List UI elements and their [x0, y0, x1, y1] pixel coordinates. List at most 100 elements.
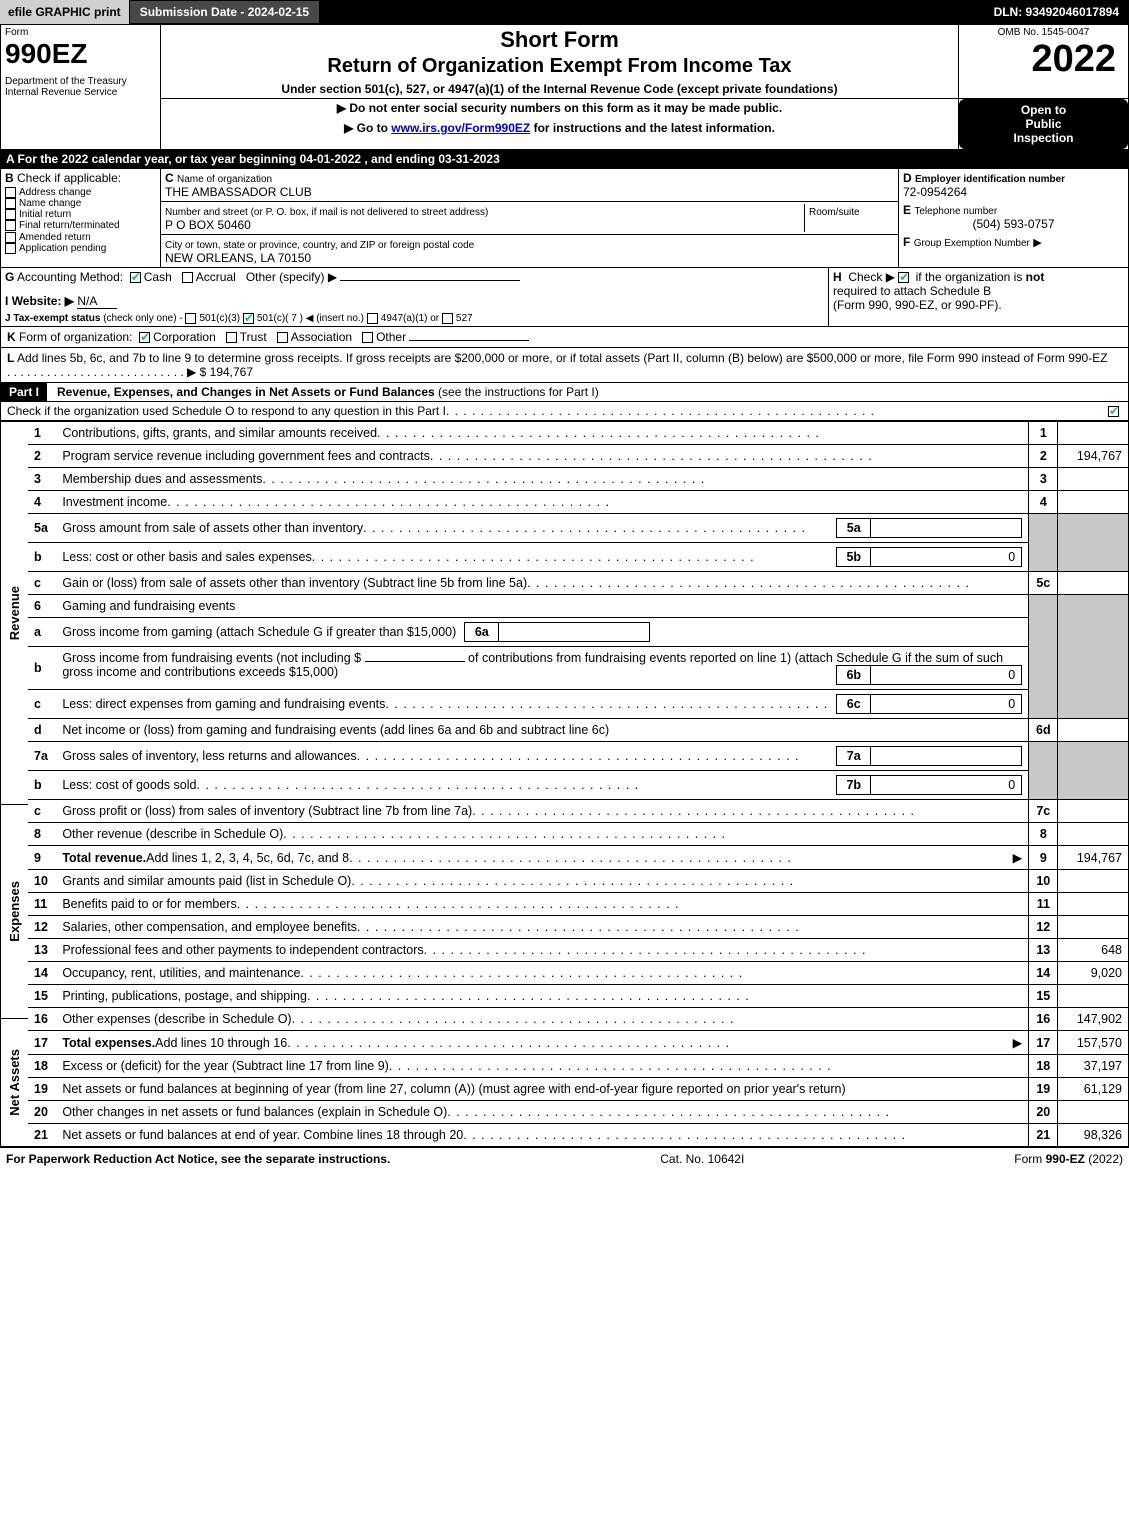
line-1: 1 Contributions, gifts, grants, and simi… — [28, 422, 1129, 445]
line-9: 9 Total revenue. Add lines 1, 2, 3, 4, 5… — [28, 846, 1129, 870]
form-id-cell: Form 990EZ Department of the Treasury In… — [1, 25, 161, 150]
note-ssn: ▶ Do not enter social security numbers o… — [165, 101, 954, 115]
inspection-badge: Open to Public Inspection — [959, 99, 1128, 149]
ein-value: 72-0954264 — [903, 185, 1124, 199]
line-5b: b Less: cost or other basis and sales ex… — [28, 543, 1129, 572]
section-a: A For the 2022 calendar year, or tax yea… — [0, 150, 1129, 168]
section-l: L Add lines 5b, 6c, and 7b to line 9 to … — [0, 348, 1129, 383]
lines-table: 1 Contributions, gifts, grants, and simi… — [28, 421, 1129, 1147]
line-18: 18Excess or (deficit) for the year (Subt… — [28, 1055, 1129, 1078]
tax-year: 2022 — [963, 38, 1124, 81]
section-c-name: C Name of organization THE AMBASSADOR CL… — [161, 169, 899, 202]
footer-right: Form 990-EZ (2022) — [1014, 1152, 1123, 1166]
title-cell: Short Form Return of Organization Exempt… — [161, 25, 959, 99]
entity-info-table: B Check if applicable: Address change Na… — [0, 168, 1129, 268]
line-20: 20Other changes in net assets or fund ba… — [28, 1101, 1129, 1124]
line-17: 17Total expenses. Add lines 10 through 1… — [28, 1031, 1129, 1055]
omb-cell: OMB No. 1545-0047 2022 — [959, 25, 1129, 99]
side-revenue: Revenue — [7, 586, 22, 640]
checkbox-application-pending[interactable] — [5, 243, 16, 254]
line-6b: b Gross income from fundraising events (… — [28, 647, 1129, 690]
checkbox-trust[interactable] — [226, 332, 237, 343]
notes-cell: ▶ Do not enter social security numbers o… — [161, 99, 959, 150]
checkbox-final-return[interactable] — [5, 220, 16, 231]
section-c-city: City or town, state or province, country… — [161, 235, 899, 268]
footer-left: For Paperwork Reduction Act Notice, see … — [6, 1152, 390, 1166]
line-7b: b Less: cost of goods sold 7b0 — [28, 771, 1129, 800]
checkbox-schedule-o-used[interactable] — [1108, 406, 1119, 417]
line-5a: 5a Gross amount from sale of assets othe… — [28, 514, 1129, 543]
line-3: 3 Membership dues and assessments 3 — [28, 468, 1129, 491]
part1-check-line: Check if the organization used Schedule … — [0, 402, 1129, 421]
org-city: NEW ORLEANS, LA 70150 — [165, 251, 311, 265]
part1-header: Part I Revenue, Expenses, and Changes in… — [0, 383, 1129, 402]
line-19: 19Net assets or fund balances at beginni… — [28, 1078, 1129, 1101]
line-6: 6 Gaming and fundraising events — [28, 595, 1129, 618]
checkbox-name-change[interactable] — [5, 198, 16, 209]
line-21: 21Net assets or fund balances at end of … — [28, 1124, 1129, 1147]
line-12: 12Salaries, other compensation, and empl… — [28, 916, 1129, 939]
section-c-address: Number and street (or P. O. box, if mail… — [161, 202, 899, 235]
line-6c: c Less: direct expenses from gaming and … — [28, 690, 1129, 719]
checkbox-corporation[interactable] — [139, 332, 150, 343]
irs-label: Internal Revenue Service — [5, 87, 156, 98]
dept-label: Department of the Treasury — [5, 76, 156, 87]
side-netassets: Net Assets — [7, 1049, 22, 1116]
line-5c: c Gain or (loss) from sale of assets oth… — [28, 572, 1129, 595]
checkbox-501c3[interactable] — [185, 313, 196, 324]
line-14: 14Occupancy, rent, utilities, and mainte… — [28, 962, 1129, 985]
line-8: 8 Other revenue (describe in Schedule O)… — [28, 823, 1129, 846]
subtitle: Under section 501(c), 527, or 4947(a)(1)… — [165, 82, 954, 96]
line-13: 13Professional fees and other payments t… — [28, 939, 1129, 962]
gross-receipts-value: 194,767 — [210, 365, 253, 379]
other-specify-line[interactable] — [340, 280, 520, 281]
other-org-line[interactable] — [409, 340, 529, 341]
line-4: 4 Investment income 4 — [28, 491, 1129, 514]
section-h: H Check ▶ if the organization is not req… — [829, 268, 1129, 327]
footer-catno: Cat. No. 10642I — [660, 1152, 744, 1166]
checkbox-other-org[interactable] — [362, 332, 373, 343]
line-7a: 7a Gross sales of inventory, less return… — [28, 742, 1129, 771]
checkbox-4947[interactable] — [367, 313, 378, 324]
topbar: efile GRAPHIC print Submission Date - 20… — [0, 0, 1129, 24]
checkbox-initial-return[interactable] — [5, 209, 16, 220]
checkbox-schedule-b-not-required[interactable] — [898, 272, 909, 283]
line-6d: d Net income or (loss) from gaming and f… — [28, 719, 1129, 742]
line-6a: a Gross income from gaming (attach Sched… — [28, 618, 1129, 647]
section-k: K Form of organization: Corporation Trus… — [0, 327, 1129, 348]
line-16: 16Other expenses (describe in Schedule O… — [28, 1008, 1129, 1031]
line-10: 10Grants and similar amounts paid (list … — [28, 870, 1129, 893]
checkbox-address-change[interactable] — [5, 187, 16, 198]
checkbox-association[interactable] — [277, 332, 288, 343]
section-g: G Accounting Method: Cash Accrual Other … — [1, 268, 829, 327]
checkbox-cash[interactable] — [130, 272, 141, 283]
short-form-title: Short Form — [165, 27, 954, 53]
topbar-spacer — [320, 0, 983, 24]
note-goto: ▶ Go to www.irs.gov/Form990EZ for instru… — [165, 121, 954, 135]
checkbox-527[interactable] — [442, 313, 453, 324]
inspection-cell: Open to Public Inspection — [959, 99, 1129, 150]
submission-date-label: Submission Date - 2024-02-15 — [129, 0, 320, 24]
section-def-cell: D Employer identification number 72-0954… — [899, 169, 1129, 268]
section-b-cell: B Check if applicable: Address change Na… — [1, 169, 161, 268]
irs-link[interactable]: www.irs.gov/Form990EZ — [391, 121, 530, 135]
org-address: P O BOX 50460 — [165, 218, 251, 232]
org-name: THE AMBASSADOR CLUB — [165, 185, 312, 199]
line-2: 2 Program service revenue including gove… — [28, 445, 1129, 468]
phone-value: (504) 593-0757 — [903, 217, 1124, 231]
form-word: Form — [5, 27, 156, 38]
line-15: 15Printing, publications, postage, and s… — [28, 985, 1129, 1008]
line-7c: c Gross profit or (loss) from sales of i… — [28, 800, 1129, 823]
form-number: 990EZ — [5, 38, 156, 70]
side-expenses: Expenses — [7, 881, 22, 942]
website-value: N/A — [77, 294, 117, 309]
form-header-table: Form 990EZ Department of the Treasury In… — [0, 24, 1129, 150]
6b-contrib-blank[interactable] — [365, 661, 465, 662]
omb-number: OMB No. 1545-0047 — [963, 27, 1124, 38]
line-11: 11Benefits paid to or for members11 — [28, 893, 1129, 916]
page-footer: For Paperwork Reduction Act Notice, see … — [0, 1147, 1129, 1170]
checkbox-amended-return[interactable] — [5, 232, 16, 243]
checkbox-501c[interactable] — [243, 313, 254, 324]
checkbox-accrual[interactable] — [182, 272, 193, 283]
main-title: Return of Organization Exempt From Incom… — [165, 55, 954, 78]
